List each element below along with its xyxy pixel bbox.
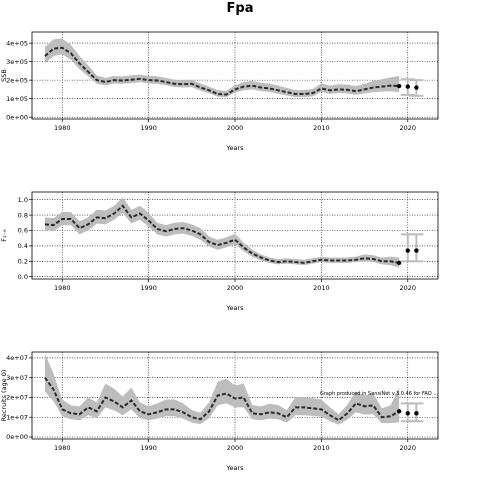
x-tick-label: 2010 bbox=[313, 124, 330, 132]
projection-point bbox=[414, 248, 419, 253]
x-tick-label: 1990 bbox=[140, 124, 157, 132]
y-tick-label: 4e+07 bbox=[6, 354, 28, 362]
confidence-band bbox=[44, 353, 400, 425]
y-axis-label: Recruits (age 0) bbox=[0, 370, 8, 422]
projection-point bbox=[405, 411, 410, 416]
projection-point bbox=[405, 248, 410, 253]
x-tick-label: 1990 bbox=[140, 284, 157, 292]
x-tick-label: 2000 bbox=[227, 284, 244, 292]
last-estimate-point bbox=[396, 83, 402, 89]
y-tick-label: 1e+05 bbox=[6, 95, 28, 103]
y-tick-label: 0.4 bbox=[18, 242, 28, 250]
y-axis-label: SSB bbox=[0, 69, 8, 82]
x-tick-label: 2020 bbox=[399, 124, 416, 132]
last-estimate-point bbox=[396, 260, 402, 266]
x-axis-label: Years bbox=[225, 144, 244, 152]
y-tick-label: 0.8 bbox=[18, 211, 28, 219]
figure-title: Fpa bbox=[227, 1, 254, 16]
y-tick-label: 0.0 bbox=[18, 273, 28, 281]
projection-point bbox=[414, 411, 419, 416]
y-tick-label: 1e+07 bbox=[6, 413, 28, 421]
y-tick-label: 0.2 bbox=[18, 257, 28, 265]
x-tick-label: 2000 bbox=[227, 444, 244, 452]
y-tick-label: 4e+05 bbox=[6, 39, 28, 47]
y-tick-label: 2e+05 bbox=[6, 76, 28, 84]
chart-panels: 1980 1990 2000 2010 2020 0e+00 1e+05 2e+05 3e+05… bbox=[0, 31, 439, 472]
y-tick-label: 0e+00 bbox=[6, 433, 28, 441]
y-tick-label: 0.6 bbox=[18, 227, 28, 235]
x-tick-label: 2010 bbox=[313, 444, 330, 452]
projection-point bbox=[405, 84, 410, 89]
chart-panel-3: 1980 1990 2000 2010 2020 0e+00 1e+07 2e+07 3e+07… bbox=[0, 351, 439, 472]
chart-panel-2: 1980 1990 2000 2010 2020 0.0 0.2 0.4 0.6 0.8 1.0 Ye… bbox=[0, 191, 439, 312]
projection-point bbox=[414, 85, 419, 90]
annotation-text: Graph produced in SensiNet v.3.0.46 for … bbox=[320, 391, 439, 397]
x-tick-label: 2000 bbox=[227, 124, 244, 132]
x-tick-label: 1980 bbox=[54, 124, 71, 132]
last-estimate-point bbox=[396, 409, 402, 414]
x-tick-label: 1990 bbox=[140, 444, 157, 452]
x-tick-label: 2010 bbox=[313, 284, 330, 292]
confidence-band bbox=[44, 38, 400, 98]
estimate-line bbox=[44, 204, 400, 264]
estimate-line bbox=[44, 46, 400, 96]
x-tick-label: 1980 bbox=[54, 444, 71, 452]
x-axis-label: Years bbox=[225, 304, 244, 312]
y-tick-label: 3e+05 bbox=[6, 58, 28, 66]
x-tick-label: 1980 bbox=[54, 284, 71, 292]
x-axis-label: Years bbox=[225, 464, 244, 472]
y-tick-label: 1.0 bbox=[18, 196, 28, 204]
confidence-band bbox=[44, 197, 400, 268]
x-tick-label: 2020 bbox=[399, 284, 416, 292]
y-tick-label: 2e+07 bbox=[6, 394, 28, 402]
y-axis-label: F₂₋₆ bbox=[0, 229, 8, 242]
chart-panel-1: 1980 1990 2000 2010 2020 0e+00 1e+05 2e+05 3e+05… bbox=[0, 31, 439, 152]
y-tick-label: 3e+07 bbox=[6, 374, 28, 382]
estimate-line bbox=[44, 377, 400, 422]
y-tick-label: 0e+00 bbox=[6, 113, 28, 121]
x-tick-label: 2020 bbox=[399, 444, 416, 452]
